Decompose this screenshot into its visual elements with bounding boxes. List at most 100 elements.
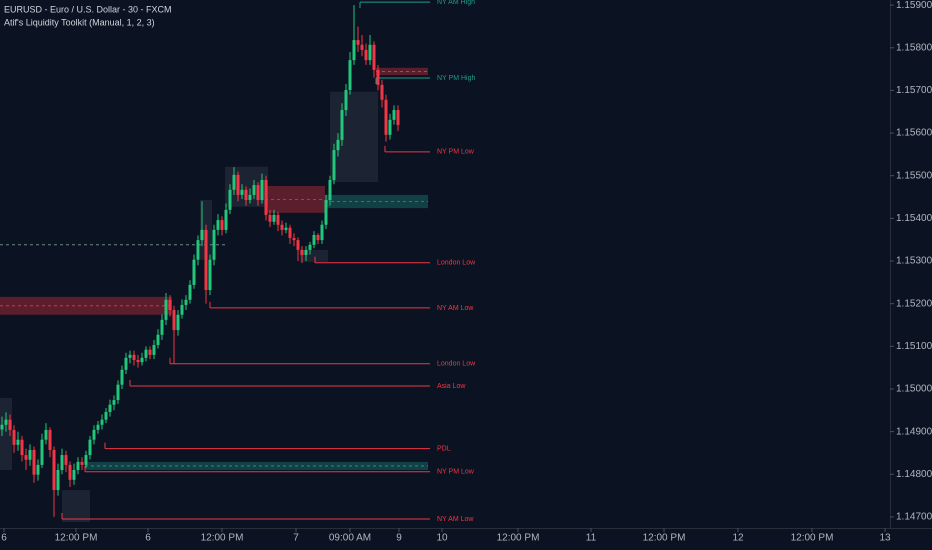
candle-body xyxy=(4,419,8,425)
candle-body xyxy=(228,189,232,210)
candle-body xyxy=(252,185,256,195)
level-label: London Low xyxy=(437,361,476,368)
candle-body xyxy=(192,259,196,285)
candle-body xyxy=(328,179,332,201)
candle-body xyxy=(204,229,208,291)
candle-body xyxy=(76,461,80,470)
candle-body xyxy=(392,110,396,120)
y-tick-label: 1.14800 xyxy=(896,469,932,480)
candle-body xyxy=(132,354,136,360)
y-tick-label: 1.14700 xyxy=(896,512,932,523)
candle-body xyxy=(200,229,204,241)
candle-body xyxy=(388,119,392,135)
candle-body xyxy=(240,189,244,195)
candle-body xyxy=(320,224,324,241)
candle-body xyxy=(344,89,348,111)
level-label: Asia Low xyxy=(437,383,466,390)
candle-body xyxy=(156,334,160,346)
candle-body xyxy=(268,214,272,222)
candle-body xyxy=(236,174,240,195)
candle-body xyxy=(144,349,148,358)
candle-body xyxy=(316,234,320,241)
candle-body xyxy=(376,69,380,85)
candle-body xyxy=(92,429,96,440)
candle-body xyxy=(364,49,368,61)
candle-body xyxy=(312,234,316,245)
candle-body xyxy=(52,449,56,491)
candle-body xyxy=(304,249,308,256)
x-tick-label: 12:00 PM xyxy=(55,533,98,544)
candle-body xyxy=(208,259,212,291)
candle-body xyxy=(196,240,200,260)
y-tick-label: 1.15800 xyxy=(896,42,932,53)
candle-body xyxy=(112,400,116,405)
candle-body xyxy=(348,60,352,90)
zone xyxy=(300,249,328,262)
candle-body xyxy=(72,469,76,480)
y-tick-label: 1.14900 xyxy=(896,426,932,437)
candle-body xyxy=(128,354,132,358)
candle-body xyxy=(188,284,192,300)
candle-body xyxy=(172,310,176,331)
y-tick-label: 1.15000 xyxy=(896,384,932,395)
candle-body xyxy=(220,220,224,230)
candle-body xyxy=(248,194,252,201)
level-label: NY PM High xyxy=(437,75,475,82)
candle-body xyxy=(32,449,36,475)
candle-body xyxy=(116,384,120,401)
indicator-name: Atif's Liquidity Toolkit (Manual, 1, 2, … xyxy=(4,17,155,27)
candle-body xyxy=(124,357,128,370)
candle-body xyxy=(396,110,400,125)
candle-body xyxy=(24,455,28,460)
y-tick-label: 1.15700 xyxy=(896,85,932,96)
candle-body xyxy=(292,237,296,241)
candle-body xyxy=(360,44,364,50)
candle-body xyxy=(384,99,388,135)
candle-body xyxy=(60,455,64,470)
candle-body xyxy=(164,299,168,320)
candle-body xyxy=(20,439,24,456)
candle-body xyxy=(84,455,88,465)
zone xyxy=(62,490,90,523)
y-tick-label: 1.15200 xyxy=(896,298,932,309)
candle-body xyxy=(264,179,268,215)
candle-body xyxy=(184,299,188,305)
candle-body xyxy=(28,449,32,460)
x-tick-label: 6 xyxy=(145,533,151,544)
level-label: PDL xyxy=(437,446,451,453)
candle-body xyxy=(256,185,260,201)
candle-body xyxy=(56,469,60,491)
candle-body xyxy=(272,214,276,222)
candle-body xyxy=(300,249,304,256)
candle-body xyxy=(356,40,360,45)
candle-body xyxy=(108,404,112,412)
candle-body xyxy=(140,357,144,363)
level-label: NY AM Low xyxy=(437,516,474,523)
candle-body xyxy=(100,419,104,425)
candle-body xyxy=(380,84,384,100)
candle-body xyxy=(96,424,100,430)
level-label: NY AM High xyxy=(437,0,475,6)
candle-body xyxy=(136,359,140,363)
candle-body xyxy=(284,227,288,230)
candle-body xyxy=(352,40,356,61)
candle-body xyxy=(296,240,300,250)
x-tick-label: 12:00 PM xyxy=(643,533,686,544)
candle-body xyxy=(120,369,124,385)
candle-body xyxy=(48,429,52,450)
candle-body xyxy=(36,464,40,475)
candle-body xyxy=(324,200,328,225)
candle-body xyxy=(160,319,164,335)
candle-body xyxy=(176,314,180,331)
x-tick-label: 13 xyxy=(879,533,891,544)
candle-body xyxy=(16,439,20,445)
candle-body xyxy=(308,244,312,250)
x-tick-label: 09:00 AM xyxy=(329,533,371,544)
level-label: London Low xyxy=(437,260,476,267)
candle-body xyxy=(40,439,44,465)
candle-body xyxy=(148,349,152,355)
candle-body xyxy=(368,44,372,61)
y-tick-label: 1.15300 xyxy=(896,256,932,267)
candle-body xyxy=(12,429,16,445)
